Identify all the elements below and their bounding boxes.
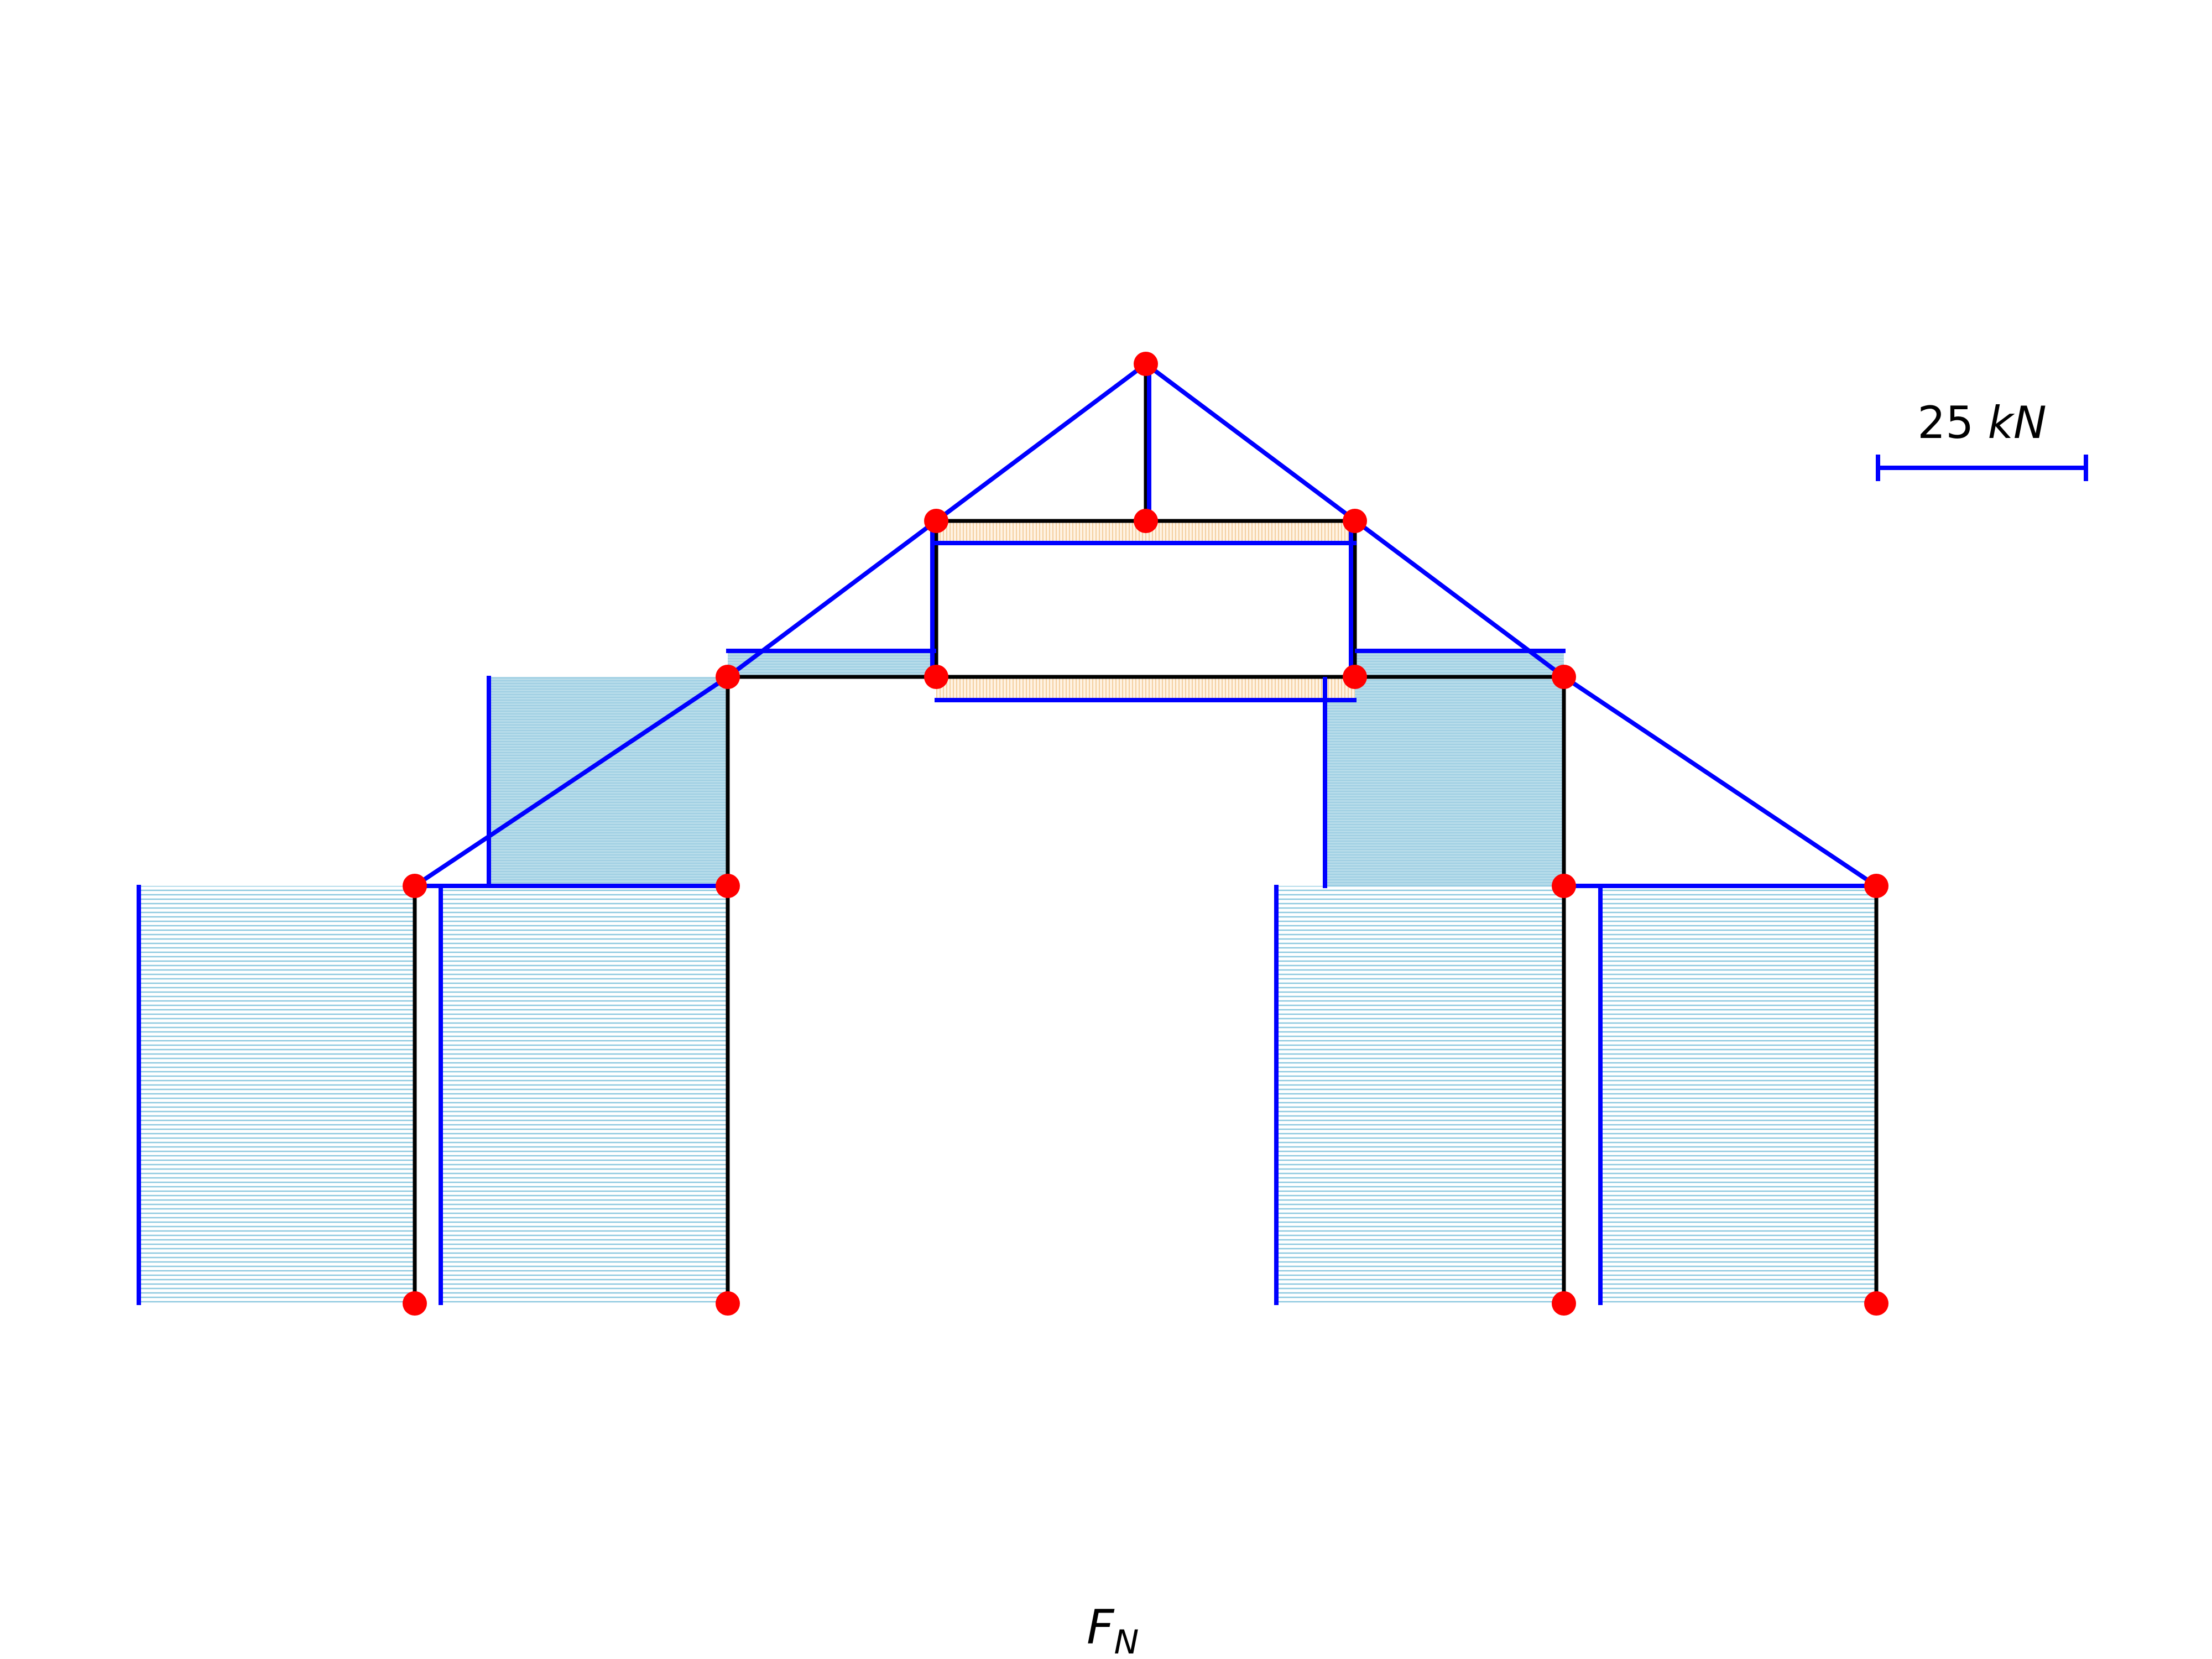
scale-value: 25 [1917, 397, 1974, 448]
node-base-left-inner [716, 1291, 740, 1316]
diagram-outlines [137, 362, 1878, 1305]
rafter-left-lower [413, 675, 729, 888]
fill-right-outer-column [1600, 886, 1876, 1303]
fill-right-eave-beam [1355, 651, 1564, 677]
fill-right-upper-column [1325, 677, 1564, 886]
fill-left-inner-column [441, 886, 728, 1303]
fill-left-upper-column [489, 677, 728, 886]
node-top-left [924, 509, 948, 533]
title-sub: N [1114, 1623, 1139, 1659]
force-fills [139, 521, 1876, 1303]
node-top-mid [1134, 509, 1158, 533]
title-main: F [1087, 1600, 1115, 1655]
node-beam-left-inner [716, 874, 740, 898]
node-eave-mid-right [1343, 665, 1367, 689]
fill-right-inner-column [1276, 886, 1564, 1303]
node-beam-right-outer [1864, 874, 1888, 898]
node-eave-right [1552, 665, 1576, 689]
scale-label: 25 kN [1917, 397, 2046, 448]
scale-bar [1876, 455, 2088, 481]
fill-left-outer-column [139, 886, 415, 1303]
node-base-right-outer [1864, 1291, 1888, 1316]
node-eave-mid-left [924, 665, 948, 689]
node-beam-left-outer [403, 874, 427, 898]
node-eave-left [716, 665, 740, 689]
fill-left-eave-beam [728, 651, 936, 677]
structure-members [413, 362, 1879, 1306]
node-apex [1134, 352, 1158, 376]
diagram-title: FN [1087, 1600, 1139, 1659]
rafter-right-lower [1562, 675, 1878, 888]
node-base-left-outer [403, 1291, 427, 1316]
node-beam-right-inner [1552, 874, 1576, 898]
nodes [403, 352, 1888, 1316]
node-base-right-inner [1552, 1291, 1576, 1316]
node-top-right [1343, 509, 1367, 533]
scale-unit: kN [1988, 397, 2047, 448]
fill-lower-beam [936, 677, 1355, 700]
